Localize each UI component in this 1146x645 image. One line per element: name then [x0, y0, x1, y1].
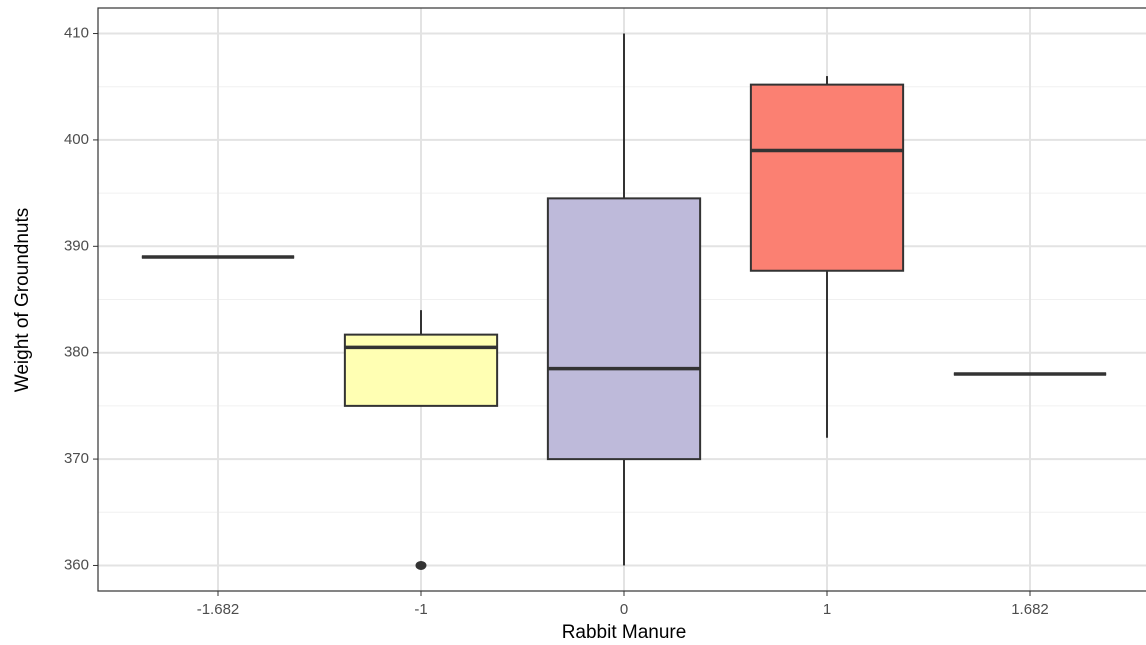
- x-tick-label: 0: [620, 601, 628, 618]
- y-tick-label: 400: [64, 131, 89, 148]
- outlier: [415, 560, 427, 570]
- y-tick-label: 390: [64, 237, 89, 254]
- x-tick-label: -1.682: [197, 601, 240, 618]
- x-tick-label: -1: [414, 601, 427, 618]
- x-tick-label: 1: [823, 601, 831, 618]
- box: [343, 333, 499, 407]
- x-tick-label: 1.682: [1011, 601, 1049, 618]
- box: [546, 197, 702, 461]
- box: [749, 83, 905, 272]
- y-tick-label: 360: [64, 556, 89, 573]
- y-tick-label: 370: [64, 450, 89, 467]
- panel-border: [97, 7, 1146, 592]
- x-axis-title: Rabbit Manure: [562, 622, 687, 643]
- y-axis-title: Weight of Groundnuts: [12, 208, 33, 392]
- y-tick-label: 410: [64, 25, 89, 42]
- y-tick-label: 380: [64, 344, 89, 361]
